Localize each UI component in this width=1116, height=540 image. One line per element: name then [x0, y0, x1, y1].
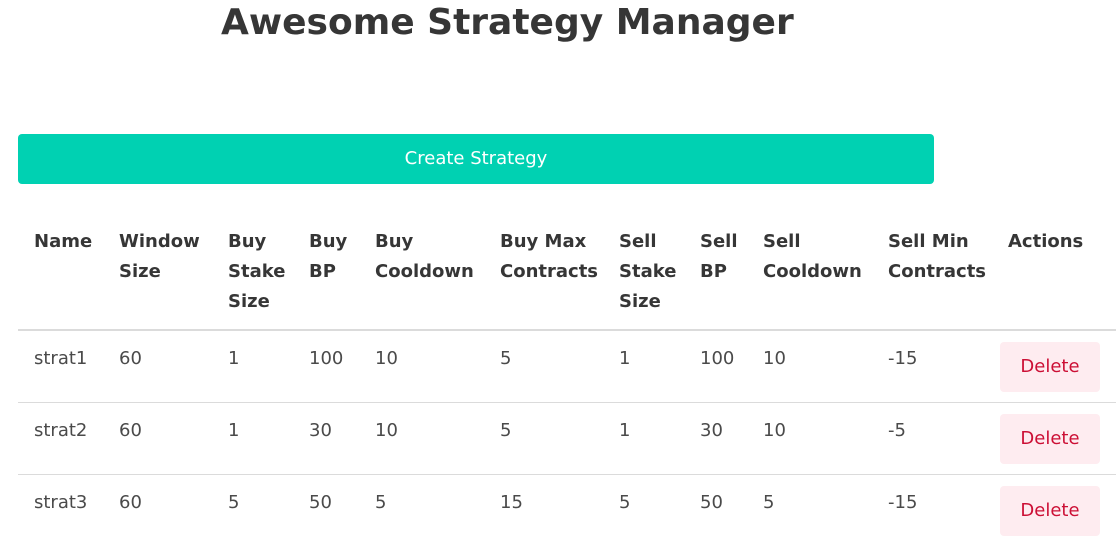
delete-button[interactable]: Delete	[1000, 414, 1100, 464]
cell-window-size: 60	[103, 402, 212, 475]
cell-buy-stake-size: 5	[228, 492, 240, 513]
cell-name: strat3	[34, 492, 88, 513]
column-header-buy-cooldown: Buy Cooldown	[359, 222, 484, 331]
cell-buy-max-contracts: 15	[500, 492, 523, 513]
table-header-row: Name Window Size Buy Stake Size Buy BP Buy Co…	[18, 222, 1116, 331]
cell-window-size: 60	[119, 492, 142, 513]
cell-sell-bp: 50	[700, 492, 723, 513]
cell-buy-bp: 50	[309, 492, 332, 513]
column-header-sell-stake-size: Sell Stake Size	[603, 222, 684, 331]
cell-sell-stake-size: 1	[603, 402, 684, 475]
cell-actions: Delete	[992, 330, 1116, 403]
page-title: Awesome Strategy Manager	[221, 2, 794, 43]
cell-actions: Delete	[992, 475, 1116, 540]
table-row: strat1 60 1 100 10 5 1 100 10 -15 Delete	[18, 330, 1116, 403]
column-header-sell-cooldown: Sell Cooldown	[747, 222, 872, 331]
create-strategy-button[interactable]: Create Strategy	[18, 134, 934, 184]
cell-sell-min-contracts: -15	[872, 330, 992, 403]
cell-sell-stake-size: 1	[603, 330, 684, 403]
delete-button[interactable]: Delete	[1000, 342, 1100, 392]
table-row: strat3 60 5 50 5 15 5 50 5 -15 Delete	[18, 475, 1116, 540]
cell-buy-cooldown: 10	[359, 402, 484, 475]
cell-buy-cooldown: 5	[375, 492, 387, 513]
cell-sell-min-contracts: -15	[888, 492, 918, 513]
cell-window-size: 60	[103, 330, 212, 403]
cell-sell-bp: 30	[684, 402, 747, 475]
column-header-buy-max-contracts: Buy Max Contracts	[484, 222, 603, 331]
cell-sell-cooldown: 5	[763, 492, 775, 513]
cell-sell-min-contracts: -5	[872, 402, 992, 475]
table-row: strat2 60 1 30 10 5 1 30 10 -5 Delete	[18, 402, 1116, 475]
cell-sell-cooldown: 10	[747, 402, 872, 475]
cell-buy-cooldown: 10	[359, 330, 484, 403]
cell-buy-stake-size: 1	[212, 330, 293, 403]
cell-sell-stake-size: 5	[619, 492, 631, 513]
cell-buy-max-contracts: 5	[484, 330, 603, 403]
cell-actions: Delete	[992, 402, 1116, 475]
column-header-name: Name	[18, 222, 103, 331]
cell-name: strat2	[18, 402, 103, 475]
cell-buy-bp: 30	[293, 402, 359, 475]
cell-buy-bp: 100	[293, 330, 359, 403]
column-header-sell-bp: Sell BP	[684, 222, 747, 331]
cell-name: strat1	[18, 330, 103, 403]
delete-button[interactable]: Delete	[1000, 486, 1100, 536]
cell-buy-stake-size: 1	[212, 402, 293, 475]
column-header-actions: Actions	[992, 222, 1116, 331]
column-header-buy-bp: Buy BP	[293, 222, 359, 331]
column-header-buy-stake-size: Buy Stake Size	[212, 222, 293, 331]
strategies-table: Name Window Size Buy Stake Size Buy BP Buy Co…	[18, 222, 1116, 540]
cell-sell-cooldown: 10	[747, 330, 872, 403]
cell-buy-max-contracts: 5	[484, 402, 603, 475]
column-header-sell-min-contracts: Sell Min Contracts	[872, 222, 992, 331]
cell-sell-bp: 100	[684, 330, 747, 403]
column-header-window-size: Window Size	[103, 222, 212, 331]
